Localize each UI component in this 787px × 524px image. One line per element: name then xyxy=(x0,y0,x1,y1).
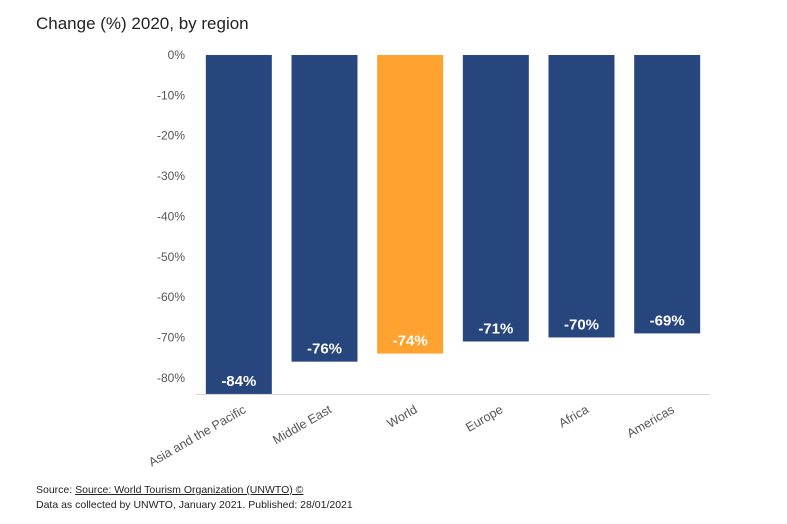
x-category-label: Europe xyxy=(463,402,505,434)
y-tick-label: -50% xyxy=(157,250,185,264)
bar-data-label: -69% xyxy=(650,312,685,329)
y-tick-label: -60% xyxy=(157,290,185,304)
bar-data-label: -74% xyxy=(393,333,428,350)
x-category-label: World xyxy=(385,402,420,430)
bar-chart: 0% -10% -20% -30% -40% -50% -60% -70% -80% -84% -7… xyxy=(146,48,710,469)
y-tick-label: -80% xyxy=(157,371,185,385)
chart-footer: Source: Source: World Tourism Organizati… xyxy=(36,483,353,513)
y-tick-label: -40% xyxy=(157,209,185,223)
bar xyxy=(377,55,444,354)
y-tick-label: -30% xyxy=(157,169,185,183)
data-note: Data as collected by UNWTO, January 2021… xyxy=(36,499,353,511)
x-category-label: Middle East xyxy=(270,402,334,447)
y-tick-label: -20% xyxy=(157,129,185,143)
bar-data-label: -71% xyxy=(478,320,513,337)
x-category-label: Africa xyxy=(556,402,591,430)
y-tick-label: -10% xyxy=(157,88,185,102)
bar xyxy=(634,55,701,334)
x-category-label: Asia and the Pacific xyxy=(146,402,248,469)
source-prefix: Source: xyxy=(36,484,76,496)
chart-title: Change (%) 2020, by region xyxy=(36,14,249,33)
bar-data-label: -70% xyxy=(564,316,599,333)
y-tick-label: 0% xyxy=(168,48,186,62)
x-category-label: Americas xyxy=(625,402,677,440)
bar-data-label: -76% xyxy=(307,341,342,358)
bar xyxy=(291,55,358,362)
bar-data-label: -84% xyxy=(221,373,256,390)
bar xyxy=(462,55,529,342)
source-line: Source: Source: World Tourism Organizati… xyxy=(36,483,353,498)
bar xyxy=(548,55,615,338)
bar xyxy=(205,55,272,394)
y-tick-label: -70% xyxy=(157,330,185,344)
source-link[interactable]: Source: World Tourism Organization (UNWT… xyxy=(75,484,304,496)
